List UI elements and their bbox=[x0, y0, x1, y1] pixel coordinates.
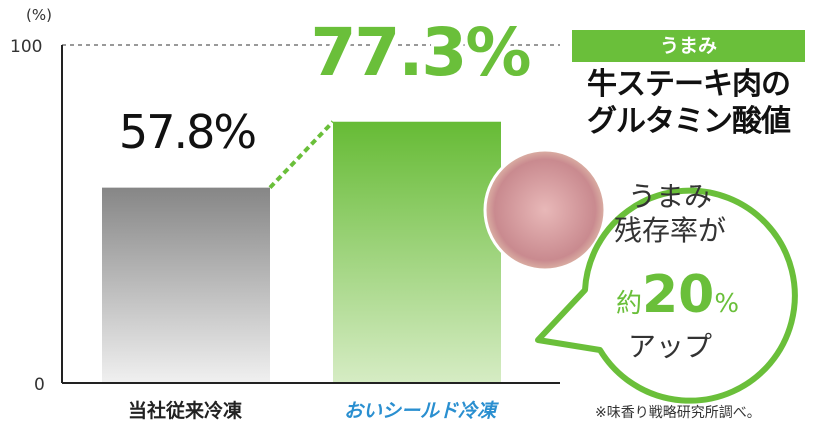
title-line: 牛ステーキ肉の bbox=[587, 67, 791, 102]
connector-line bbox=[268, 120, 335, 190]
bubble-highlight: 約20% bbox=[590, 265, 765, 325]
bubble-line: うまみ bbox=[627, 180, 712, 213]
steak-image bbox=[483, 148, 607, 272]
bubble-text: うまみ 残存率が bbox=[590, 180, 750, 248]
source-note: ※味香り戦略研究所調べ。 bbox=[595, 405, 761, 421]
chart-title: 牛ステーキ肉の グルタミン酸値 bbox=[566, 66, 811, 140]
x-tick-conventional: 当社従来冷凍 bbox=[127, 400, 242, 422]
bubble-unit: % bbox=[714, 289, 740, 319]
bubble-prefix: 約 bbox=[615, 289, 642, 319]
bar-oishield bbox=[333, 121, 501, 383]
title-line: グルタミン酸値 bbox=[587, 104, 791, 139]
bubble-number: 20 bbox=[641, 265, 715, 325]
umami-badge: うまみ bbox=[572, 30, 805, 62]
speech-bubble bbox=[535, 187, 798, 404]
x-tick-oishield: おいシールド冷凍 bbox=[343, 400, 496, 422]
y-tick-100: 100 bbox=[10, 37, 42, 57]
y-tick-0: 0 bbox=[34, 375, 45, 395]
bubble-line: アップ bbox=[627, 330, 712, 363]
data-label-conventional: 57.8% bbox=[118, 105, 257, 159]
bar-conventional bbox=[102, 187, 270, 383]
bubble-line: 残存率が bbox=[613, 214, 726, 247]
y-axis-label: (%) bbox=[26, 6, 52, 24]
data-label-oishield: 77.3% bbox=[310, 14, 532, 91]
